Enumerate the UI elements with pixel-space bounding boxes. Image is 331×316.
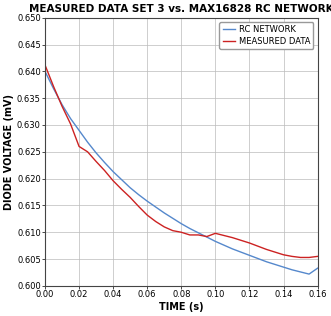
MEASURED DATA xyxy=(205,235,209,239)
RC NETWORK xyxy=(179,222,183,226)
RC NETWORK xyxy=(315,266,319,270)
Title: MEASURED DATA SET 3 vs. MAX16828 RC NETWORK: MEASURED DATA SET 3 vs. MAX16828 RC NETW… xyxy=(29,4,331,14)
RC NETWORK xyxy=(213,240,217,243)
RC NETWORK xyxy=(69,117,72,120)
MEASURED DATA xyxy=(77,144,81,148)
MEASURED DATA xyxy=(248,241,252,245)
X-axis label: TIME (s): TIME (s) xyxy=(159,302,204,312)
MEASURED DATA xyxy=(120,187,124,191)
MEASURED DATA xyxy=(299,256,303,259)
MEASURED DATA xyxy=(171,229,175,233)
RC NETWORK xyxy=(248,253,252,257)
MEASURED DATA xyxy=(43,63,47,67)
MEASURED DATA xyxy=(128,196,132,199)
MEASURED DATA xyxy=(162,225,166,229)
MEASURED DATA xyxy=(282,253,286,257)
RC NETWORK xyxy=(230,247,234,251)
Y-axis label: DIODE VOLTAGE (mV): DIODE VOLTAGE (mV) xyxy=(4,94,14,210)
MEASURED DATA xyxy=(256,244,260,248)
RC NETWORK xyxy=(290,268,294,272)
MEASURED DATA xyxy=(52,84,56,88)
Line: MEASURED DATA: MEASURED DATA xyxy=(45,65,317,258)
MEASURED DATA xyxy=(273,250,277,254)
MEASURED DATA xyxy=(145,213,149,217)
RC NETWORK xyxy=(205,235,209,239)
RC NETWORK xyxy=(43,70,47,73)
MEASURED DATA xyxy=(94,160,98,163)
MEASURED DATA xyxy=(222,234,226,237)
RC NETWORK xyxy=(264,260,268,264)
MEASURED DATA xyxy=(264,247,268,251)
RC NETWORK xyxy=(222,243,226,247)
MEASURED DATA xyxy=(86,150,90,154)
RC NETWORK xyxy=(162,211,166,215)
RC NETWORK xyxy=(196,231,200,235)
RC NETWORK xyxy=(145,199,149,203)
RC NETWORK xyxy=(111,170,115,173)
MEASURED DATA xyxy=(239,238,243,242)
RC NETWORK xyxy=(282,265,286,269)
MEASURED DATA xyxy=(179,230,183,234)
Line: RC NETWORK: RC NETWORK xyxy=(45,71,317,274)
MEASURED DATA xyxy=(137,205,141,209)
MEASURED DATA xyxy=(315,254,319,258)
RC NETWORK xyxy=(77,129,81,132)
MEASURED DATA xyxy=(103,169,107,173)
RC NETWORK xyxy=(154,205,158,209)
RC NETWORK xyxy=(273,263,277,266)
MEASURED DATA xyxy=(69,122,72,126)
RC NETWORK xyxy=(120,178,124,182)
RC NETWORK xyxy=(103,161,107,164)
RC NETWORK xyxy=(94,151,98,155)
MEASURED DATA xyxy=(196,233,200,237)
RC NETWORK xyxy=(60,103,64,106)
MEASURED DATA xyxy=(230,236,234,240)
RC NETWORK xyxy=(86,140,90,144)
Legend: RC NETWORK, MEASURED DATA: RC NETWORK, MEASURED DATA xyxy=(219,22,313,49)
MEASURED DATA xyxy=(60,104,64,108)
RC NETWORK xyxy=(171,216,175,220)
MEASURED DATA xyxy=(290,254,294,258)
MEASURED DATA xyxy=(111,179,115,183)
MEASURED DATA xyxy=(213,231,217,235)
RC NETWORK xyxy=(137,193,141,197)
RC NETWORK xyxy=(307,272,311,276)
RC NETWORK xyxy=(256,257,260,260)
RC NETWORK xyxy=(188,227,192,230)
MEASURED DATA xyxy=(154,220,158,223)
RC NETWORK xyxy=(299,270,303,274)
RC NETWORK xyxy=(239,250,243,254)
RC NETWORK xyxy=(52,87,56,90)
MEASURED DATA xyxy=(188,233,192,237)
MEASURED DATA xyxy=(307,256,311,259)
RC NETWORK xyxy=(128,186,132,190)
